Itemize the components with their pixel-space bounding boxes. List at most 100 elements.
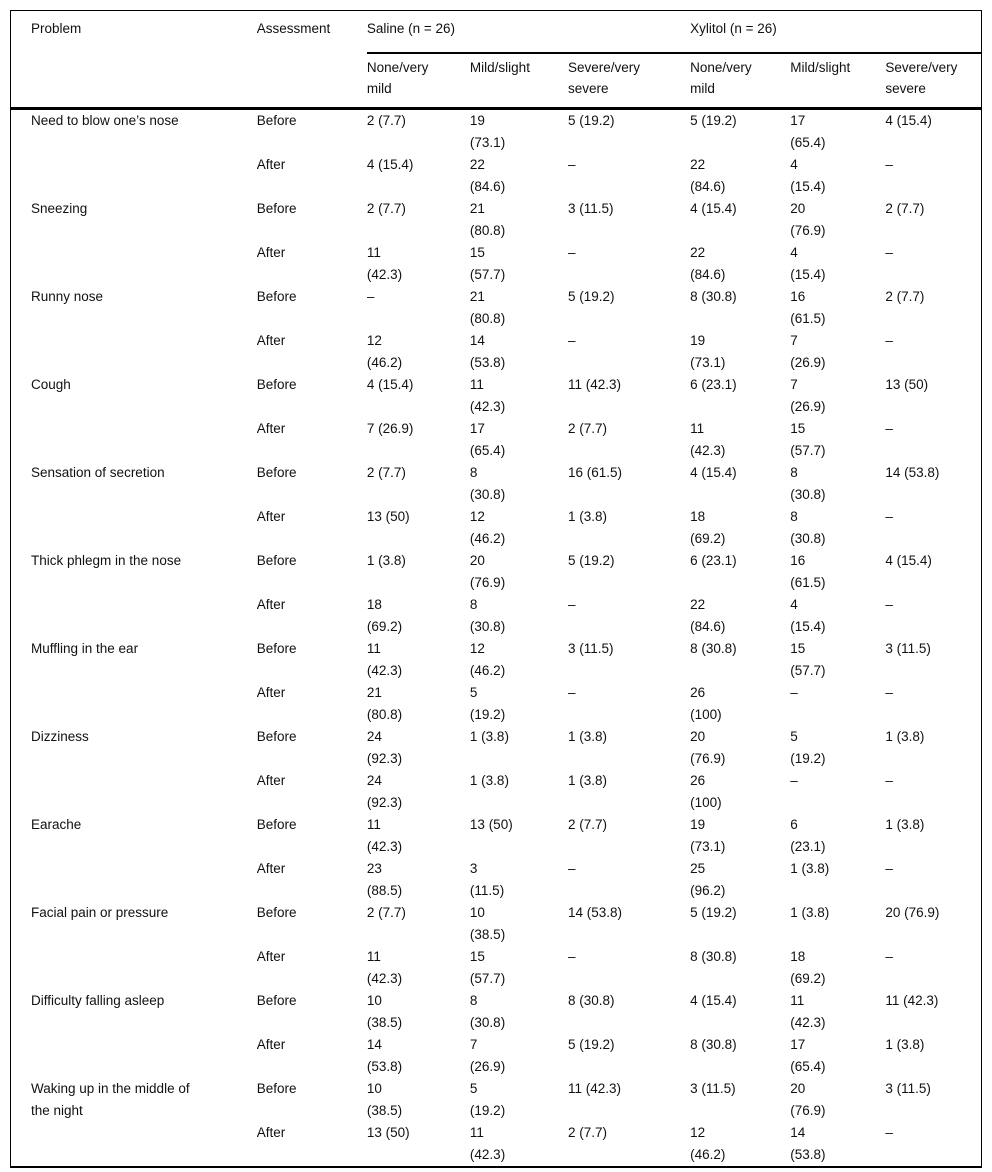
assessment-label: Before bbox=[256, 641, 297, 656]
cell-value: 4 (15.4) bbox=[366, 377, 414, 392]
cell-value: 2 (7.7) bbox=[366, 113, 406, 128]
cell-value: 16 (61.5) bbox=[790, 553, 826, 590]
assessment-label: After bbox=[256, 773, 286, 788]
problem-label: Muffling in the ear bbox=[31, 641, 139, 656]
cell-value: 10 (38.5) bbox=[366, 993, 403, 1030]
cell-value: 5 (19.2) bbox=[469, 1081, 506, 1118]
cell-value: 7 (26.9) bbox=[790, 377, 826, 414]
cell-value: 17 (65.4) bbox=[790, 113, 826, 150]
cell-value: 4 (15.4) bbox=[790, 157, 826, 194]
cell-value: – bbox=[790, 685, 798, 700]
cell-value: 16 (61.5) bbox=[790, 289, 826, 326]
cell-value: 8 (30.8) bbox=[790, 509, 826, 546]
cell-value: 13 (50) bbox=[469, 817, 513, 832]
cell-value: 6 (23.1) bbox=[690, 553, 737, 568]
cell-value: 13 (50) bbox=[366, 509, 410, 524]
cell-value: 11 (42.3) bbox=[568, 377, 622, 392]
cell-value: 12 (46.2) bbox=[469, 641, 506, 678]
cell-value: 4 (15.4) bbox=[690, 201, 737, 216]
cell-value: 5 (19.2) bbox=[690, 113, 737, 128]
table-row: Runny nose Before – 21 (80.8) 5 (19.2) 8 (30.… bbox=[11, 286, 982, 330]
cell-value: 2 (7.7) bbox=[885, 289, 925, 304]
cell-value: 11 (42.3) bbox=[790, 993, 826, 1030]
cell-value: 25 (96.2) bbox=[690, 861, 726, 898]
cell-value: 4 (15.4) bbox=[690, 993, 737, 1008]
table-row: After 13 (50) 11 (42.3) 2 (7.7) 12 (46.2) 14 … bbox=[11, 1122, 982, 1167]
problem-label: Sensation of secretion bbox=[31, 465, 165, 480]
problem-label: Sneezing bbox=[31, 201, 88, 216]
cell-value: 2 (7.7) bbox=[568, 817, 608, 832]
table-row: After 13 (50) 12 (46.2) 1 (3.8) 18 (69.2) 8 (… bbox=[11, 506, 982, 550]
cell-value: 19 (73.1) bbox=[690, 817, 726, 854]
table-row: Sensation of secretion Before 2 (7.7) 8 (30… bbox=[11, 462, 982, 506]
cell-value: 12 (46.2) bbox=[366, 333, 403, 370]
cell-value: 3 (11.5) bbox=[568, 641, 614, 656]
cell-value: – bbox=[568, 245, 576, 260]
cell-value: 20 (76.9) bbox=[790, 1081, 826, 1118]
cell-value: 15 (57.7) bbox=[790, 421, 826, 458]
cell-value: 15 (57.7) bbox=[790, 641, 826, 678]
cell-value: – bbox=[568, 861, 576, 876]
cell-value: 20 (76.9) bbox=[885, 905, 940, 920]
problem-label: Runny nose bbox=[31, 289, 104, 304]
assessment-label: After bbox=[256, 949, 286, 964]
cell-value: – bbox=[568, 333, 576, 348]
cell-value: 23 (88.5) bbox=[366, 861, 403, 898]
cell-value: 10 (38.5) bbox=[469, 905, 506, 942]
cell-value: 14 (53.8) bbox=[885, 465, 940, 480]
assessment-label: After bbox=[256, 685, 286, 700]
assessment-label: After bbox=[256, 1037, 286, 1052]
col-group-saline: Saline (n = 26) bbox=[366, 10, 691, 54]
cell-value: 4 (15.4) bbox=[366, 157, 414, 172]
cell-value: – bbox=[885, 773, 893, 788]
cell-value: 18 (69.2) bbox=[690, 509, 726, 546]
cell-value: 15 (57.7) bbox=[469, 949, 506, 986]
cell-value: 8 (30.8) bbox=[469, 597, 506, 634]
problem-label: Facial pain or pressure bbox=[31, 905, 169, 920]
assessment-label: After bbox=[256, 861, 286, 876]
cell-value: 1 (3.8) bbox=[885, 1037, 925, 1052]
problem-label: Need to blow one’s nose bbox=[31, 113, 179, 128]
cell-value: 11 (42.3) bbox=[885, 993, 939, 1008]
cell-value: 8 (30.8) bbox=[690, 949, 737, 964]
cell-value: 22 (84.6) bbox=[690, 157, 726, 194]
cell-value: 14 (53.8) bbox=[568, 905, 623, 920]
table-header: Problem Assessment Saline (n = 26) Xylit… bbox=[10, 10, 982, 110]
cell-value: 7 (26.9) bbox=[469, 1037, 506, 1074]
cell-value: 20 (76.9) bbox=[790, 201, 826, 238]
assessment-label: After bbox=[256, 509, 286, 524]
assessment-label: Before bbox=[256, 553, 297, 568]
cell-value: 1 (3.8) bbox=[469, 729, 509, 744]
col-header-xylitol-mild-slight: Mild/slight bbox=[790, 53, 886, 110]
assessment-label: Before bbox=[256, 729, 297, 744]
cell-value: 1 (3.8) bbox=[568, 509, 608, 524]
cell-value: 5 (19.2) bbox=[568, 289, 615, 304]
group-header-row: Problem Assessment Saline (n = 26) Xylit… bbox=[10, 10, 982, 110]
table-row: After 12 (46.2) 14 (53.8) – 19 (73.1) 7 (26.9… bbox=[11, 330, 982, 374]
cell-value: – bbox=[568, 949, 576, 964]
assessment-label: Before bbox=[256, 377, 297, 392]
table-row: After 24 (92.3) 1 (3.8) 1 (3.8) 26 (100) – – bbox=[11, 770, 982, 814]
table-row: After 23 (88.5) 3 (11.5) – 25 (96.2) 1 (3.8) – bbox=[11, 858, 982, 902]
cell-value: 6 (23.1) bbox=[790, 817, 826, 854]
cell-value: – bbox=[885, 509, 893, 524]
col-header-problem: Problem bbox=[10, 10, 257, 110]
col-header-saline-mild-slight: Mild/slight bbox=[469, 53, 569, 110]
assessment-label: Before bbox=[256, 817, 297, 832]
cell-value: 11 (42.3) bbox=[366, 817, 403, 854]
cell-value: 14 (53.8) bbox=[469, 333, 506, 370]
cell-value: 3 (11.5) bbox=[885, 1081, 931, 1096]
assessment-label: Before bbox=[256, 201, 297, 216]
table-row: Earache Before 11 (42.3) 13 (50) 2 (7.7) 19 (… bbox=[11, 814, 982, 858]
col-group-xylitol: Xylitol (n = 26) bbox=[690, 10, 982, 54]
cell-value: 21 (80.8) bbox=[469, 289, 506, 326]
table-row: Need to blow one’s nose Before 2 (7.7) 19 (… bbox=[11, 109, 982, 155]
table-row: Cough Before 4 (15.4) 11 (42.3) 11 (42.3) 6 (… bbox=[11, 374, 982, 418]
assessment-label: Before bbox=[256, 289, 297, 304]
cell-value: 5 (19.2) bbox=[790, 729, 826, 766]
cell-value: – bbox=[885, 245, 893, 260]
table-row: After 18 (69.2) 8 (30.8) – 22 (84.6) 4 (15.4)… bbox=[11, 594, 982, 638]
table-body: Need to blow one’s nose Before 2 (7.7) 19 (… bbox=[11, 109, 982, 1168]
table-row: After 7 (26.9) 17 (65.4) 2 (7.7) 11 (42.3) 15… bbox=[11, 418, 982, 462]
